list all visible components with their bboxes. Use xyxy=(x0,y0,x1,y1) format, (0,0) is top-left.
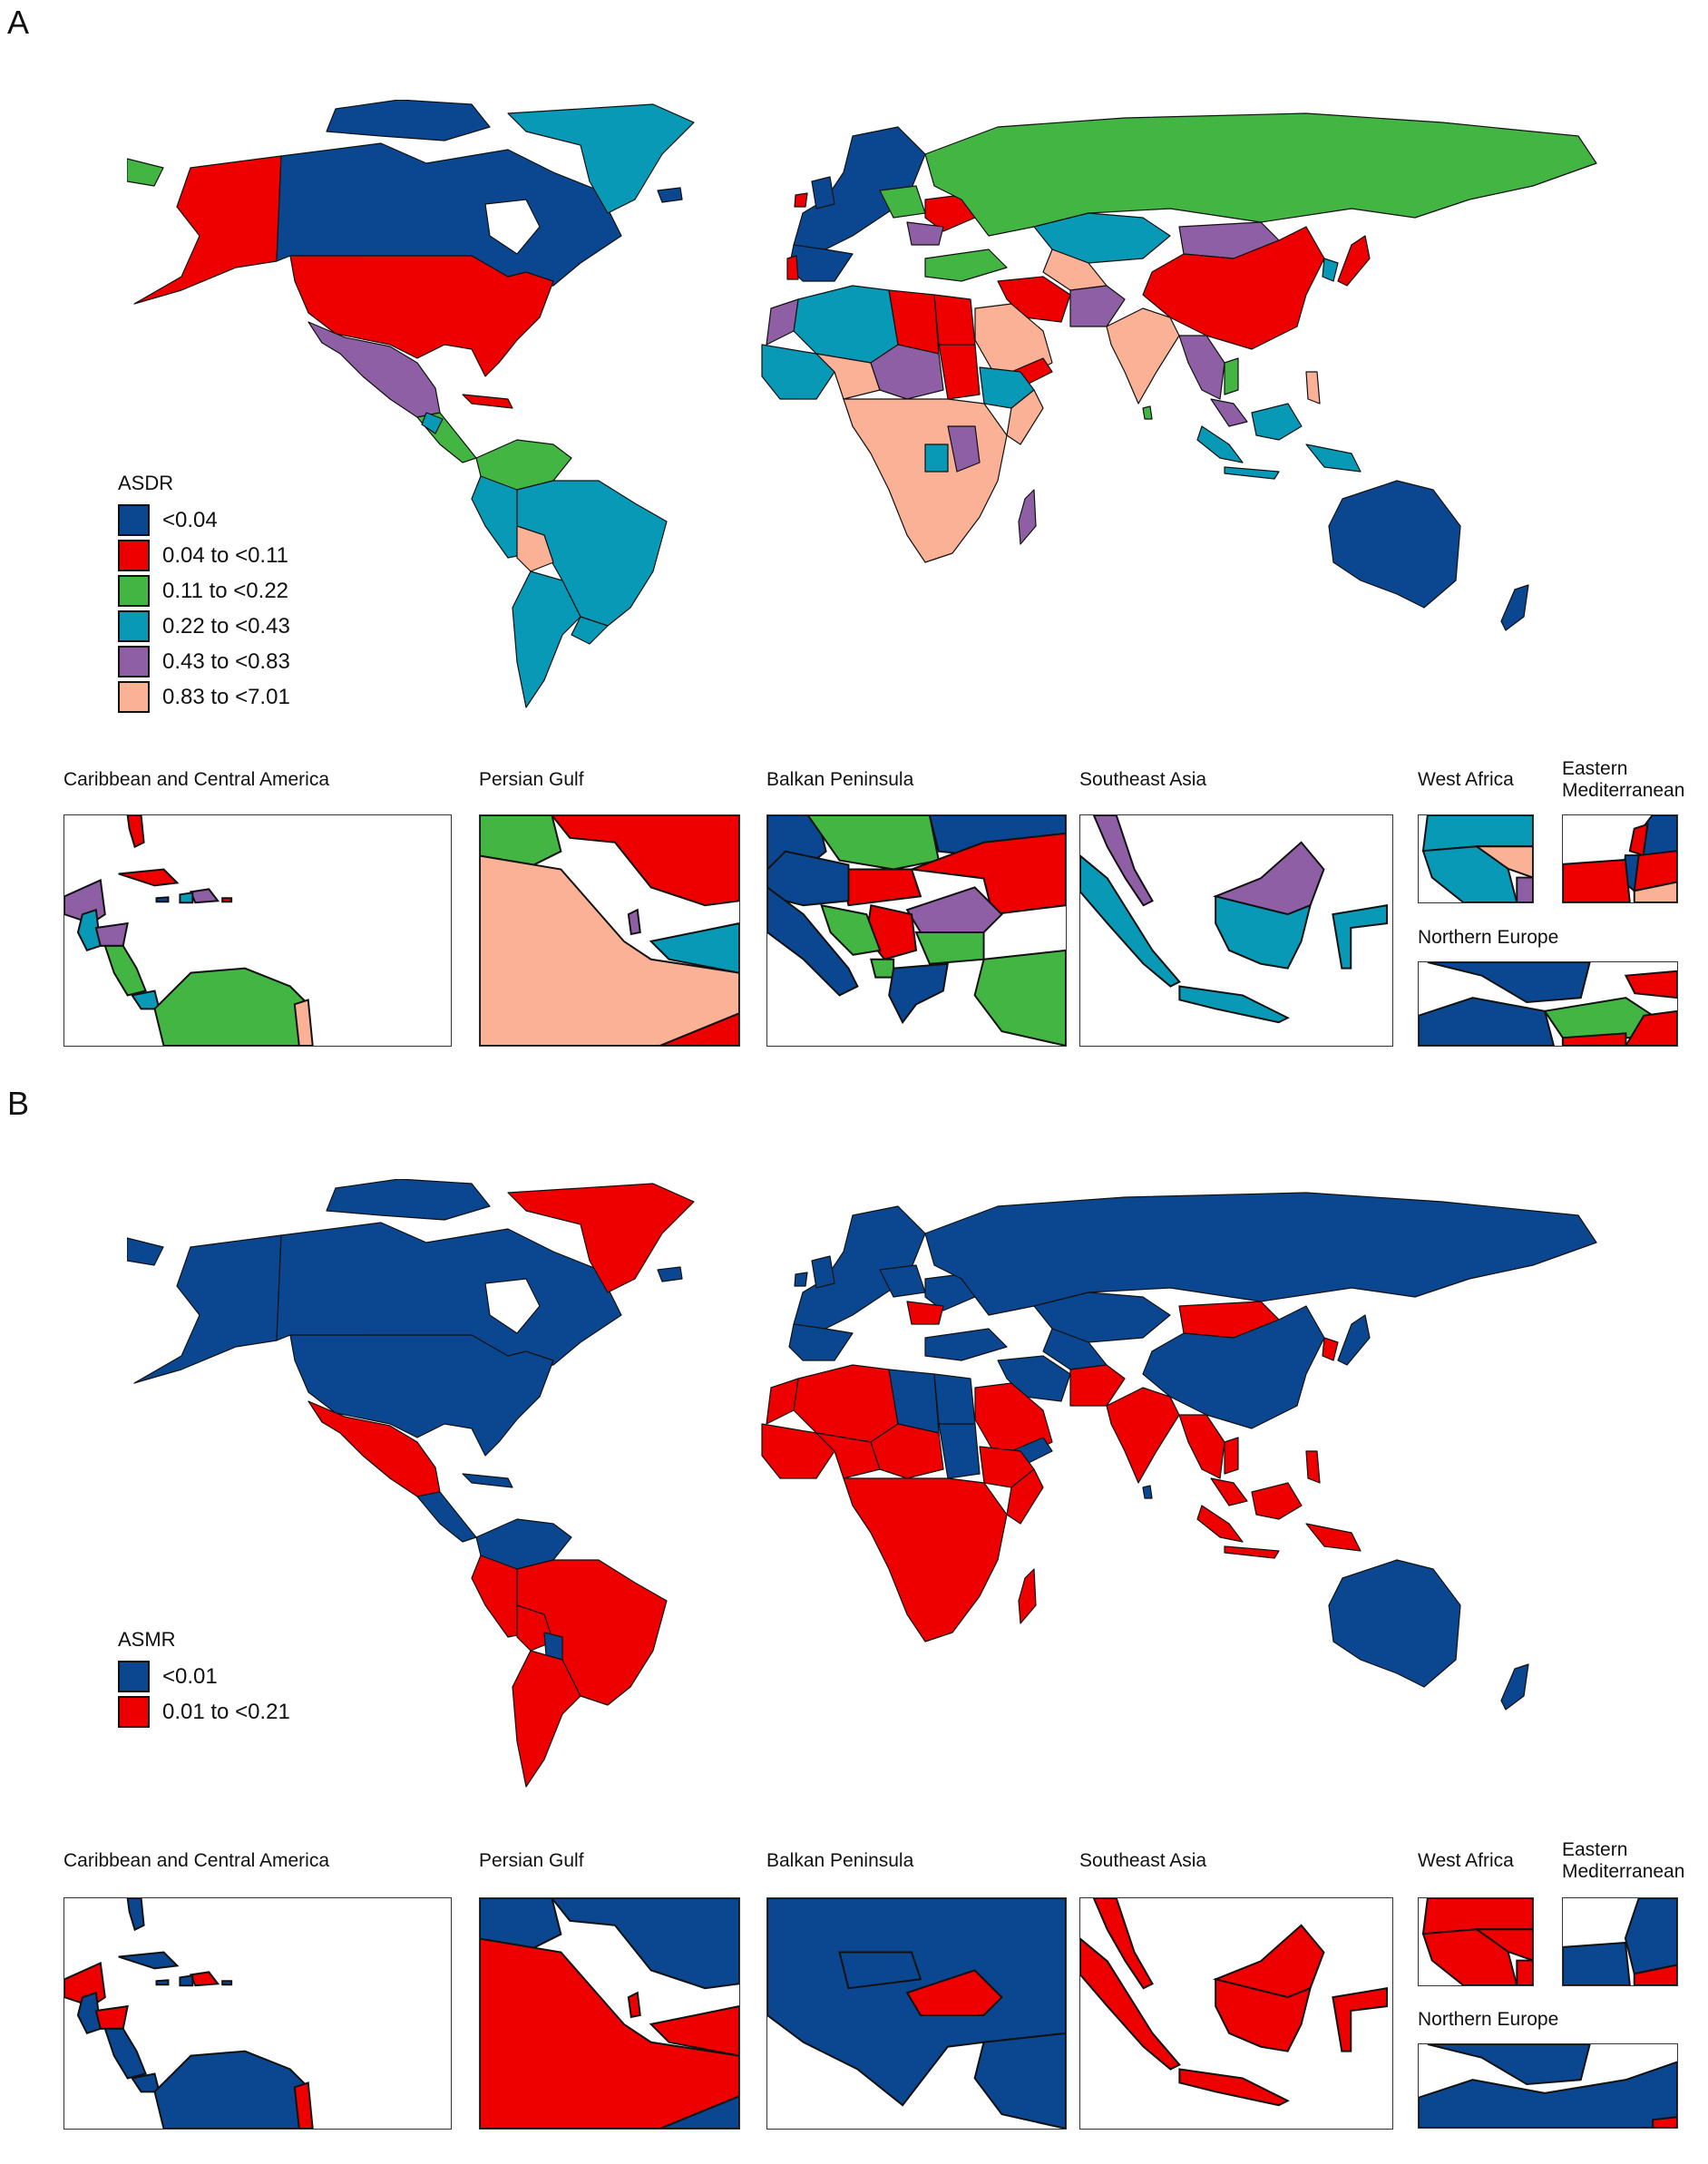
legend-item: 0.01 to <0.21 xyxy=(118,1694,290,1730)
inset-map-balkan xyxy=(766,1897,1067,2130)
legend-label: 0.11 to <0.22 xyxy=(162,578,289,603)
inset-map-west-africa xyxy=(1418,1897,1534,1986)
legend-label: <0.01 xyxy=(162,1663,218,1689)
inset-title-northern-europe: Northern Europe xyxy=(1418,927,1559,948)
legend-asmr: ASMR <0.01 0.01 to <0.21 xyxy=(118,1628,290,1730)
inset-map-northern-europe xyxy=(1418,2043,1678,2129)
inset-title-balkan: Balkan Peninsula xyxy=(766,1850,914,1871)
inset-title-persian-gulf: Persian Gulf xyxy=(479,769,584,790)
inset-map-balkan xyxy=(766,814,1067,1047)
inset-title-eastern-mediterranean: Eastern Mediterranean xyxy=(1562,1839,1685,1882)
inset-map-eastern-mediterranean xyxy=(1562,814,1678,903)
world-map-asmr xyxy=(127,1179,1597,1788)
inset-map-persian-gulf xyxy=(479,1897,740,2130)
inset-map-caribbean xyxy=(63,814,452,1047)
inset-title-west-africa: West Africa xyxy=(1418,1850,1514,1871)
legend-title: ASDR xyxy=(118,472,174,494)
panel-label-b: B xyxy=(7,1085,30,1122)
panel-label-a: A xyxy=(7,4,30,41)
legend-item: 0.43 to <0.83 xyxy=(118,644,290,679)
legend-label: 0.04 to <0.11 xyxy=(162,542,289,568)
legend-label: <0.04 xyxy=(162,507,218,532)
inset-title-southeast-asia: Southeast Asia xyxy=(1079,1850,1207,1871)
inset-title-northern-europe: Northern Europe xyxy=(1418,2009,1559,2030)
inset-map-caribbean xyxy=(63,1897,452,2130)
legend-item: 0.83 to <7.01 xyxy=(118,679,290,715)
legend-label: 0.43 to <0.83 xyxy=(162,648,290,674)
legend-title: ASMR xyxy=(118,1628,176,1651)
inset-title-persian-gulf: Persian Gulf xyxy=(479,1850,584,1871)
inset-map-northern-europe xyxy=(1418,961,1678,1047)
inset-title-west-africa: West Africa xyxy=(1418,769,1514,790)
legend-item: 0.11 to <0.22 xyxy=(118,573,290,609)
legend-swatch xyxy=(118,575,150,607)
inset-map-persian-gulf xyxy=(479,814,740,1047)
legend-item: <0.04 xyxy=(118,502,290,538)
legend-swatch xyxy=(118,681,150,713)
inset-title-caribbean: Caribbean and Central America xyxy=(63,1850,329,1871)
legend-swatch xyxy=(118,1661,150,1692)
inset-title-eastern-mediterranean: Eastern Mediterranean xyxy=(1562,758,1685,801)
legend-asdr: ASDR <0.04 0.04 to <0.11 0.11 to <0.22 0… xyxy=(118,472,290,715)
legend-swatch xyxy=(118,504,150,536)
legend-item: 0.22 to <0.43 xyxy=(118,609,290,644)
inset-map-southeast-asia xyxy=(1079,814,1393,1047)
legend-item: <0.01 xyxy=(118,1659,290,1694)
world-map-asdr xyxy=(127,100,1597,708)
inset-map-west-africa xyxy=(1418,814,1534,903)
legend-label: 0.22 to <0.43 xyxy=(162,613,290,638)
legend-swatch xyxy=(118,610,150,642)
legend-label: 0.01 to <0.21 xyxy=(162,1699,290,1724)
inset-title-balkan: Balkan Peninsula xyxy=(766,769,914,790)
inset-map-eastern-mediterranean xyxy=(1562,1897,1678,1986)
legend-swatch xyxy=(118,540,150,571)
inset-map-southeast-asia xyxy=(1079,1897,1393,2130)
legend-label: 0.83 to <7.01 xyxy=(162,684,290,709)
inset-title-caribbean: Caribbean and Central America xyxy=(63,769,329,790)
legend-swatch xyxy=(118,646,150,677)
legend-item: 0.04 to <0.11 xyxy=(118,538,290,573)
legend-swatch xyxy=(118,1696,150,1728)
inset-title-southeast-asia: Southeast Asia xyxy=(1079,769,1207,790)
